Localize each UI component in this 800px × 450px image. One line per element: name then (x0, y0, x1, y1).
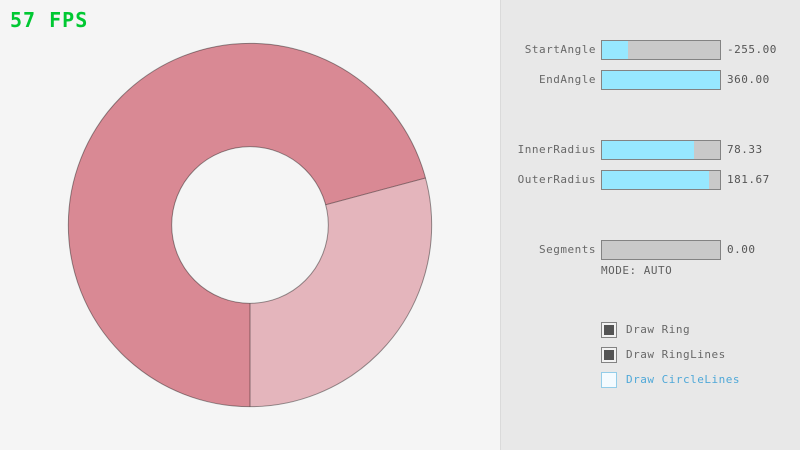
draw-ring-row: Draw Ring (501, 320, 800, 340)
outerradius-slider[interactable] (601, 170, 721, 190)
innerradius-label: InnerRadius (517, 143, 596, 156)
draw-circlelines-checkbox[interactable] (601, 372, 617, 388)
segments-mode-text: MODE: AUTO (601, 264, 673, 277)
segments-value: 0.00 (727, 243, 756, 256)
draw-ring-checkbox[interactable] (601, 322, 617, 338)
outerradius-row: OuterRadius 181.67 (501, 170, 800, 190)
draw-ringlines-label: Draw RingLines (626, 348, 726, 361)
endangle-label: EndAngle (539, 73, 596, 86)
innerradius-value: 78.33 (727, 143, 763, 156)
endangle-slider-fill (602, 71, 720, 89)
draw-circlelines-row: Draw CircleLines (501, 370, 800, 390)
innerradius-slider-fill (602, 141, 695, 159)
outerradius-value: 181.67 (727, 173, 770, 186)
draw-ring-label: Draw Ring (626, 323, 691, 336)
endangle-row: EndAngle 360.00 (501, 70, 800, 90)
fps-counter: 57 FPS (10, 8, 89, 32)
segments-label: Segments (539, 243, 596, 256)
draw-ringlines-checkbox[interactable] (601, 347, 617, 363)
controls-panel: StartAngle -255.00 EndAngle 360.00 Inner… (500, 0, 800, 450)
endangle-slider[interactable] (601, 70, 721, 90)
startangle-slider-fill (602, 41, 628, 59)
endangle-value: 360.00 (727, 73, 770, 86)
startangle-value: -255.00 (727, 43, 777, 56)
startangle-row: StartAngle -255.00 (501, 40, 800, 60)
ring-chart (67, 42, 433, 408)
outerradius-label: OuterRadius (517, 173, 596, 186)
innerradius-row: InnerRadius 78.33 (501, 140, 800, 160)
outerradius-slider-fill (602, 171, 710, 189)
draw-circlelines-label: Draw CircleLines (626, 373, 740, 386)
startangle-label: StartAngle (524, 43, 596, 56)
segments-slider[interactable] (601, 240, 721, 260)
startangle-slider[interactable] (601, 40, 721, 60)
segments-row: Segments 0.00 (501, 240, 800, 260)
innerradius-slider[interactable] (601, 140, 721, 160)
draw-ringlines-row: Draw RingLines (501, 345, 800, 365)
